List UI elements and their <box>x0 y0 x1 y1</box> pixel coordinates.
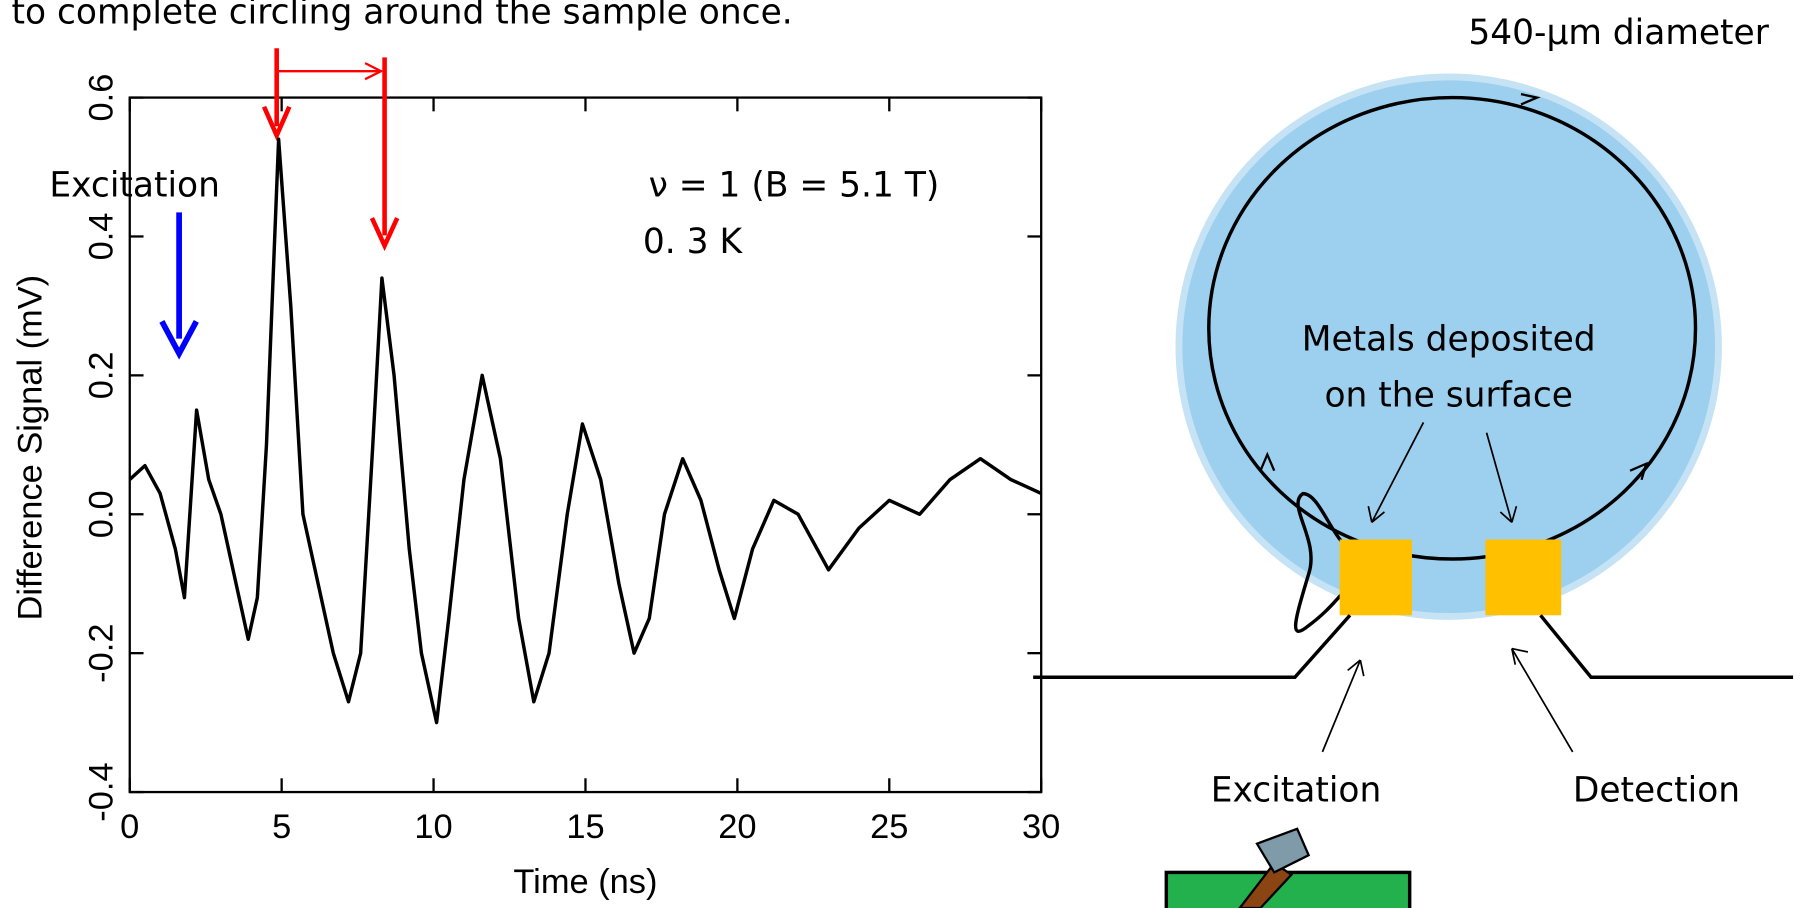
caption: to complete circling around the sample o… <box>12 0 793 32</box>
y-tick-label: 0.2 <box>82 351 120 399</box>
contact <box>1339 539 1412 616</box>
x-tick-label: 25 <box>870 808 908 846</box>
x-tick-label: 5 <box>272 808 291 846</box>
period-arrowhead <box>364 62 384 81</box>
sample-diagram: 540-μm diameter Metals deposited on the … <box>1033 13 1794 908</box>
edge-channel <box>1207 95 1698 561</box>
x-tick-label: 15 <box>566 808 604 846</box>
diameter-label: 540-μm diameter <box>1468 13 1769 53</box>
peak-arrowhead <box>261 105 292 142</box>
x-tick-label: 30 <box>1022 808 1060 846</box>
contact <box>1485 539 1562 616</box>
annotation: 0. 3 K <box>643 222 744 262</box>
metals-label: Metals deposited <box>1302 319 1596 359</box>
x-tick-label: 10 <box>414 808 452 846</box>
excitation-arrowhead <box>159 320 199 360</box>
y-tick-label: -0.4 <box>82 762 120 821</box>
y-tick-label: -0.2 <box>82 623 120 682</box>
sample-disk <box>1175 73 1722 620</box>
metals-label: on the surface <box>1324 376 1572 416</box>
arrows <box>159 48 400 360</box>
annotation: ν = 1 (B = 5.1 T) <box>649 166 940 206</box>
y-tick-label: 0.6 <box>82 74 120 122</box>
x-tick-label: 0 <box>120 808 139 846</box>
hammer-head <box>1255 827 1311 874</box>
detection-label: Detection <box>1573 771 1740 811</box>
wire <box>1294 491 1354 633</box>
y-tick-label: 0.4 <box>82 213 120 261</box>
y-axis-label: Difference Signal (mV) <box>11 275 49 621</box>
lead <box>1539 614 1794 679</box>
x-axis-label: Time (ns) <box>513 863 657 901</box>
pointer-heads <box>1347 505 1529 677</box>
y-tick-label: 0.0 <box>82 490 120 538</box>
direction-arrows <box>1259 93 1648 481</box>
excitation-label: Excitation <box>1211 771 1382 811</box>
pointer-lines <box>1321 422 1574 753</box>
peak-arrowhead <box>369 217 400 252</box>
annotation: Excitation <box>49 166 220 206</box>
x-tick-label: 20 <box>718 808 756 846</box>
signal-line <box>128 137 1042 725</box>
lead <box>1033 614 1352 679</box>
